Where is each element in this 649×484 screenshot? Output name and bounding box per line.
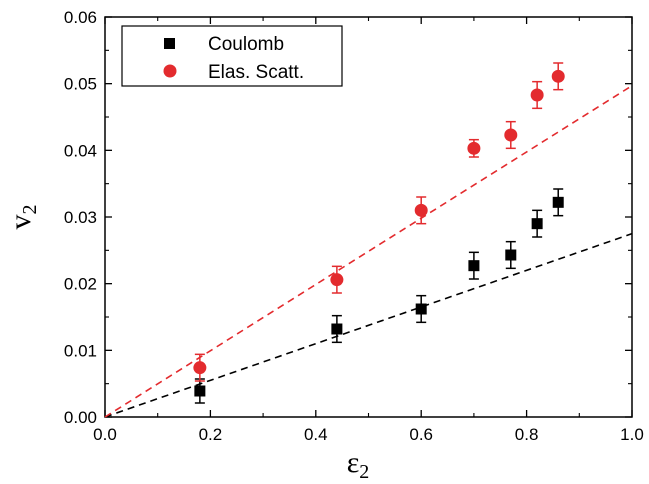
data-point-elastic <box>193 361 207 375</box>
data-point-coulomb <box>415 303 427 315</box>
x-tick-label: 0.0 <box>93 425 117 444</box>
data-point-coulomb <box>505 249 517 261</box>
x-tick-label: 0.6 <box>409 425 433 444</box>
svg-text:v2: v2 <box>4 205 41 230</box>
data-point-elastic <box>414 203 428 217</box>
y-tick-label: 0.04 <box>64 141 97 160</box>
axis-ticks: 0.0 0.2 0.4 0.6 0.8 1.0 0.00 0.01 0.02 0.03 0.04 0.… <box>64 8 644 444</box>
y-axis-title: v2 <box>4 205 41 230</box>
data-point-elastic <box>467 141 481 155</box>
y-tick-label: 0.00 <box>64 408 97 427</box>
legend-label-elastic: Elas. Scatt. <box>208 62 304 83</box>
y-tick-label: 0.06 <box>64 8 97 27</box>
data-points <box>193 62 565 404</box>
data-point-elastic <box>551 69 565 83</box>
y-tick-label: 0.05 <box>64 75 97 94</box>
legend-box <box>121 25 343 87</box>
y-tick-label: 0.01 <box>64 341 97 360</box>
x-axis-title: ε2 <box>347 446 370 483</box>
x-tick-label: 0.8 <box>515 425 539 444</box>
fit-lines <box>104 84 633 418</box>
y-tick-label: 0.03 <box>64 208 97 227</box>
x-tick-label: 1.0 <box>620 425 644 444</box>
x-tick-label: 0.4 <box>304 425 328 444</box>
data-point-coulomb <box>331 323 343 335</box>
legend-marker-coulomb <box>164 38 175 49</box>
data-point-coulomb <box>552 196 564 208</box>
y-axis-title-main: v <box>4 215 37 230</box>
y-axis-title-sub: 2 <box>19 205 41 215</box>
fit-line-elastic <box>104 84 633 418</box>
x-tick-label: 0.2 <box>199 425 223 444</box>
legend-label-coulomb: Coulomb <box>208 34 284 55</box>
legend-marker-elastic <box>163 64 177 78</box>
data-point-elastic <box>504 128 518 142</box>
fit-line-coulomb <box>104 232 633 418</box>
data-point-elastic <box>530 88 544 102</box>
x-axis-title-main: ε <box>347 446 360 479</box>
data-point-coulomb <box>194 385 206 397</box>
y-tick-label: 0.02 <box>64 275 97 294</box>
data-point-coulomb <box>468 260 480 272</box>
x-axis-title-sub: 2 <box>359 461 369 483</box>
data-point-elastic <box>330 273 344 287</box>
data-point-coulomb <box>531 218 543 230</box>
legend: Coulomb Elas. Scatt. <box>121 25 343 87</box>
